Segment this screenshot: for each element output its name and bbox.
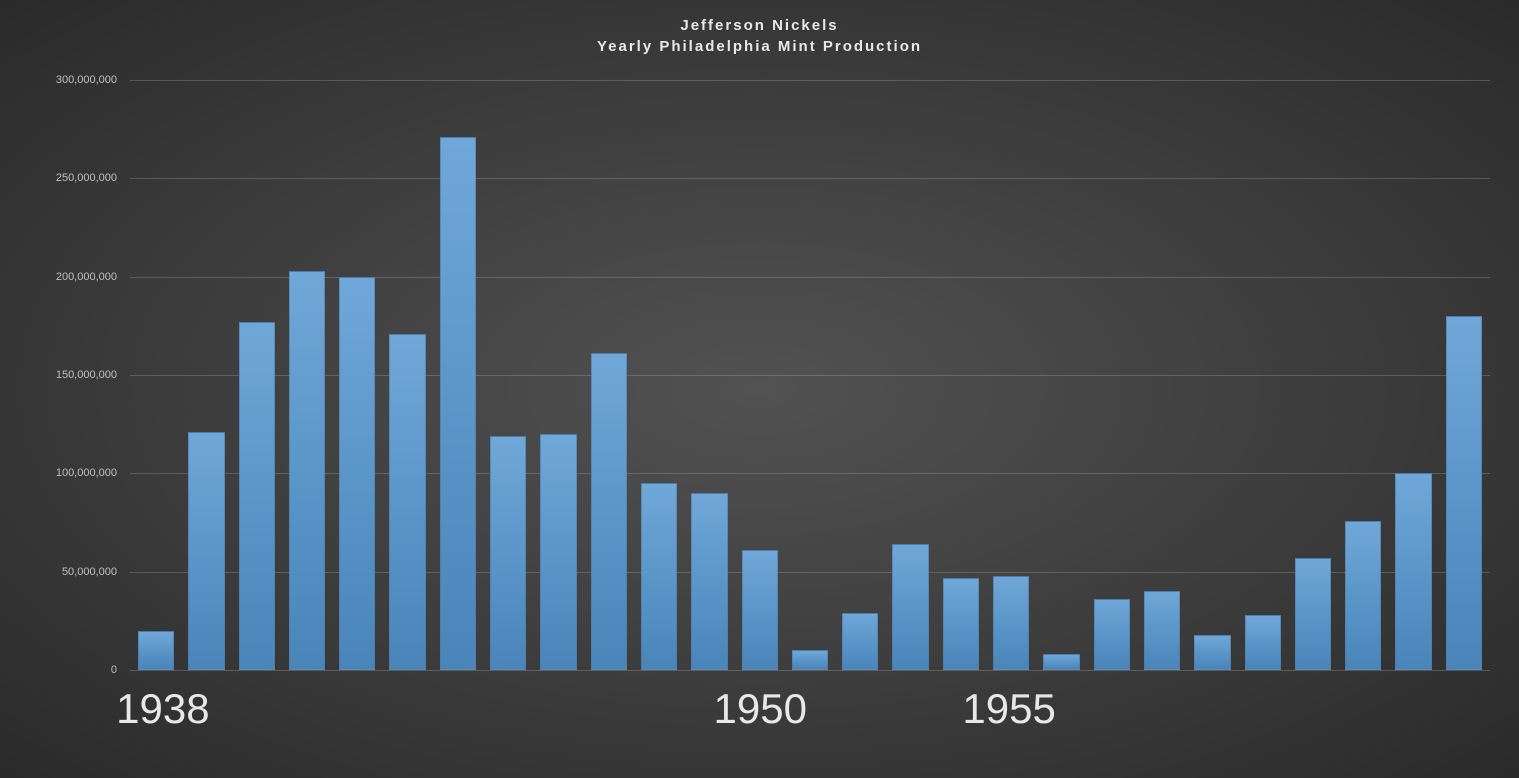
bar — [1295, 558, 1331, 670]
title-line-1: Jefferson Nickels — [0, 15, 1519, 36]
gridline — [130, 670, 1490, 671]
bar — [691, 493, 727, 670]
bar — [1446, 316, 1482, 670]
bar — [1345, 521, 1381, 670]
bar — [1395, 473, 1431, 670]
bar — [1194, 635, 1230, 670]
bar — [1245, 615, 1281, 670]
y-tick-label: 50,000,000 — [0, 566, 125, 578]
bar — [943, 578, 979, 670]
bar — [540, 434, 576, 670]
bar — [1144, 591, 1180, 670]
bar — [591, 353, 627, 670]
y-tick-label: 100,000,000 — [0, 467, 125, 479]
chart-container: Jefferson Nickels Yearly Philadelphia Mi… — [0, 0, 1519, 778]
bar — [842, 613, 878, 670]
chart-title: Jefferson Nickels Yearly Philadelphia Mi… — [0, 0, 1519, 57]
bar — [389, 334, 425, 670]
bars-group — [130, 80, 1490, 670]
bar — [641, 483, 677, 670]
x-axis: 193819501955 — [130, 680, 1490, 750]
x-tick-label: 1938 — [116, 685, 209, 733]
x-tick-label: 1950 — [714, 685, 807, 733]
bar — [339, 277, 375, 670]
bar — [490, 436, 526, 670]
y-tick-label: 150,000,000 — [0, 369, 125, 381]
y-tick-label: 200,000,000 — [0, 271, 125, 283]
y-tick-label: 250,000,000 — [0, 172, 125, 184]
bar — [742, 550, 778, 670]
bar — [289, 271, 325, 670]
y-axis: 050,000,000100,000,000150,000,000200,000… — [0, 80, 125, 670]
x-tick-label: 1955 — [962, 685, 1055, 733]
title-line-2: Yearly Philadelphia Mint Production — [0, 36, 1519, 57]
y-tick-label: 300,000,000 — [0, 74, 125, 86]
plot-area — [130, 80, 1490, 670]
bar — [993, 576, 1029, 670]
bar — [188, 432, 224, 670]
y-tick-label: 0 — [0, 664, 125, 676]
bar — [1043, 654, 1079, 670]
bar — [792, 650, 828, 670]
bar — [892, 544, 928, 670]
bar — [239, 322, 275, 670]
bar — [1094, 599, 1130, 670]
bar — [138, 631, 174, 670]
bar — [440, 137, 476, 670]
